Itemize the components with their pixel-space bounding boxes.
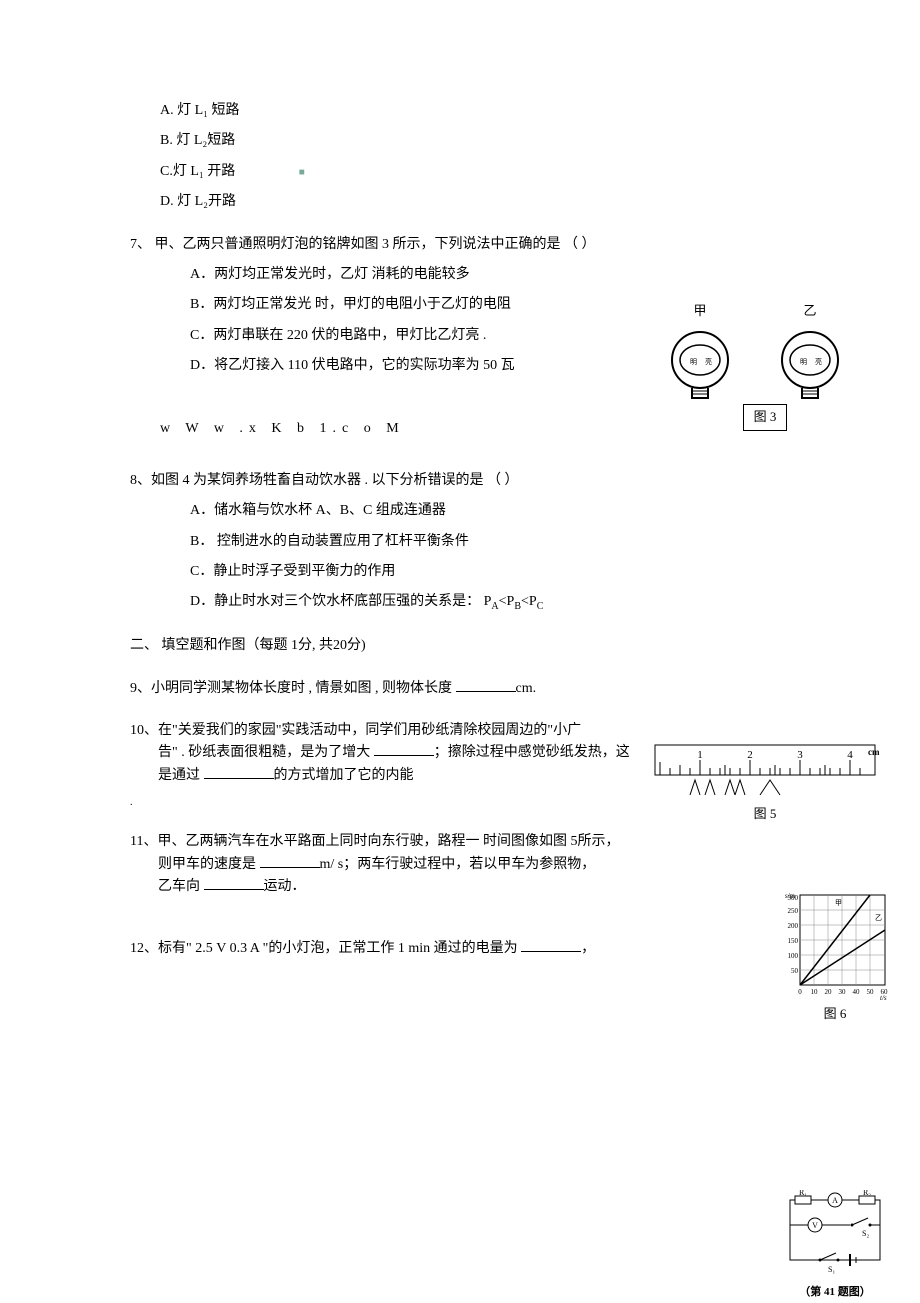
figure-6: 50 100 150 200 250 300 0 10 20 30 40 50 … [780,890,890,1025]
svg-text:S₁: S₁ [828,1265,835,1274]
svg-text:明: 明 [690,358,697,366]
q6-option-c: C.灯 L₁ 开路 ■ [160,161,790,183]
svg-text:乙: 乙 [875,914,882,922]
q11-line2-mid: m/ s；两车行驶过程中，若以甲车为参照物， [320,857,596,872]
svg-text:V: V [812,1221,818,1230]
green-dot-icon: ■ [299,167,305,178]
q6-option-d: D. 灯 L₂开路 [160,191,790,213]
q11: 11、甲、乙两辆汽车在水平路面上同时向东行驶，路程一 时间图像如图 5所示， 则… [130,831,790,898]
q8-d-sub-b: B [514,601,521,612]
q9: 9、小明同学测某物体长度时 , 情景如图 , 则物体长度 cm. [130,678,790,700]
bulb-jia-label: 甲 [693,303,706,318]
q11-blank2[interactable] [204,889,264,890]
q8-option-a: A．储水箱与饮水杯 A、B、C 组成连通器 [190,500,790,522]
svg-text:100: 100 [788,952,799,960]
svg-text:S₂: S₂ [862,1229,869,1238]
q8-d-sub-a: A [491,601,498,612]
q11-blank1[interactable] [260,867,320,868]
figure-circuit-caption: （第 41 题图） [780,1284,890,1302]
ruler-svg: 1 2 3 4 cm [650,740,880,800]
svg-text:10: 10 [811,988,819,996]
q8-option-d: D．静止时水对三个饮水杯底部压强的关系是： PA<PB<PC [190,591,790,615]
q10-blank1[interactable] [374,755,434,756]
figure-6-caption: 图 6 [780,1004,890,1025]
q6-option-a: A. 灯 L₁ 短路 [160,100,790,122]
q12-post: ， [581,941,595,956]
svg-text:甲: 甲 [835,899,842,907]
svg-text:50: 50 [867,988,875,996]
figure-3: 甲 明 亮 乙 明 亮 图 3 [650,300,880,431]
svg-text:30: 30 [839,988,847,996]
q10-line2-pre: 告" . 砂纸表面很粗糙，是为了增大 [158,745,374,760]
q7-stem: 7、 甲、乙两只普通照明灯泡的铭牌如图 3 所示，下列说法中正确的是 （ ） [130,234,790,256]
svg-text:1: 1 [697,749,703,761]
q8-d-lt1: <P [499,594,515,609]
svg-text:40: 40 [853,988,861,996]
q9-pre: 9、小明同学测某物体长度时 , 情景如图 , 则物体长度 [130,681,456,696]
q10-line2-post: ；擦除过程中感觉砂纸发热，这 [434,745,630,760]
svg-text:亮: 亮 [705,357,712,366]
figure-5: 1 2 3 4 cm [650,740,880,825]
svg-text:20: 20 [825,988,833,996]
svg-text:4: 4 [847,749,853,761]
svg-text:s/m: s/m [785,892,796,900]
q8-option-b: B． 控制进水的自动装置应用了杠杆平衡条件 [190,531,790,553]
figure-3-caption: 图 3 [743,404,788,431]
q11-line1: 11、甲、乙两辆汽车在水平路面上同时向东行驶，路程一 时间图像如图 5所示， [130,831,670,853]
circuit-svg: R₁ R₂ A V S₂ S₁ [780,1190,890,1280]
q6-option-c-text: C.灯 L₁ 开路 [160,164,235,179]
figure-circuit: R₁ R₂ A V S₂ S₁ （第 41 题图） [780,1190,890,1302]
q9-blank[interactable] [456,691,516,692]
q10-blank2[interactable] [204,778,274,779]
svg-text:t/s: t/s [880,994,887,1000]
q11-line2-pre: 则甲车的速度是 [158,857,260,872]
q11-line3-post: 运动． [264,879,306,894]
svg-text:明: 明 [800,358,807,366]
bulb-yi-label: 乙 [803,303,816,318]
svg-text:R₁: R₁ [799,1190,807,1197]
q9-post: cm. [516,681,537,696]
q10-line3-post: 的方式增加了它的内能 [274,768,414,783]
q12: 12、标有" 2.5 V 0.3 A "的小灯泡，正常工作 1 min 通过的电… [130,938,790,960]
q8-option-c: C．静止时浮子受到平衡力的作用 [190,561,790,583]
q7-option-a: A．两灯均正常发光时，乙灯 消耗的电能较多 [190,264,790,286]
svg-text:3: 3 [797,749,803,761]
q11-line3-pre: 乙车向 [158,879,204,894]
q8-d-sub-c: C [537,601,544,612]
svg-text:250: 250 [788,907,799,915]
q8-stem: 8、如图 4 为某饲养场牲畜自动饮水器 . 以下分析错误的是 （ ） [130,470,790,492]
graph-svg: 50 100 150 200 250 300 0 10 20 30 40 50 … [780,890,890,1000]
figure-5-caption: 图 5 [650,804,880,825]
svg-text:R₂: R₂ [863,1190,871,1197]
q12-blank1[interactable] [521,951,581,952]
section-2-title: 二、 填空题和作图（每题 1分, 共20分) [130,635,790,657]
svg-text:0: 0 [798,988,802,996]
bulbs-svg: 甲 明 亮 乙 明 亮 [650,300,880,400]
q6-option-b: B. 灯 L₂短路 [160,130,790,152]
svg-text:50: 50 [791,967,799,975]
q8-d-lt2: <P [521,594,537,609]
svg-text:150: 150 [788,937,799,945]
svg-text:cm: cm [868,747,880,757]
q12-pre: 12、标有" 2.5 V 0.3 A "的小灯泡，正常工作 1 min 通过的电… [130,941,521,956]
q10-line1: 10、在"关爱我们的家园"实践活动中，同学们用砂纸清除校园周边的"小广 [130,720,660,742]
q10-line3-pre: 是通过 [158,768,204,783]
svg-text:A: A [832,1196,838,1205]
svg-text:亮: 亮 [815,357,822,366]
svg-text:200: 200 [788,922,799,930]
svg-text:2: 2 [747,749,753,761]
q8-d-pre: D．静止时水对三个饮水杯底部压强的关系是： P [190,594,491,609]
